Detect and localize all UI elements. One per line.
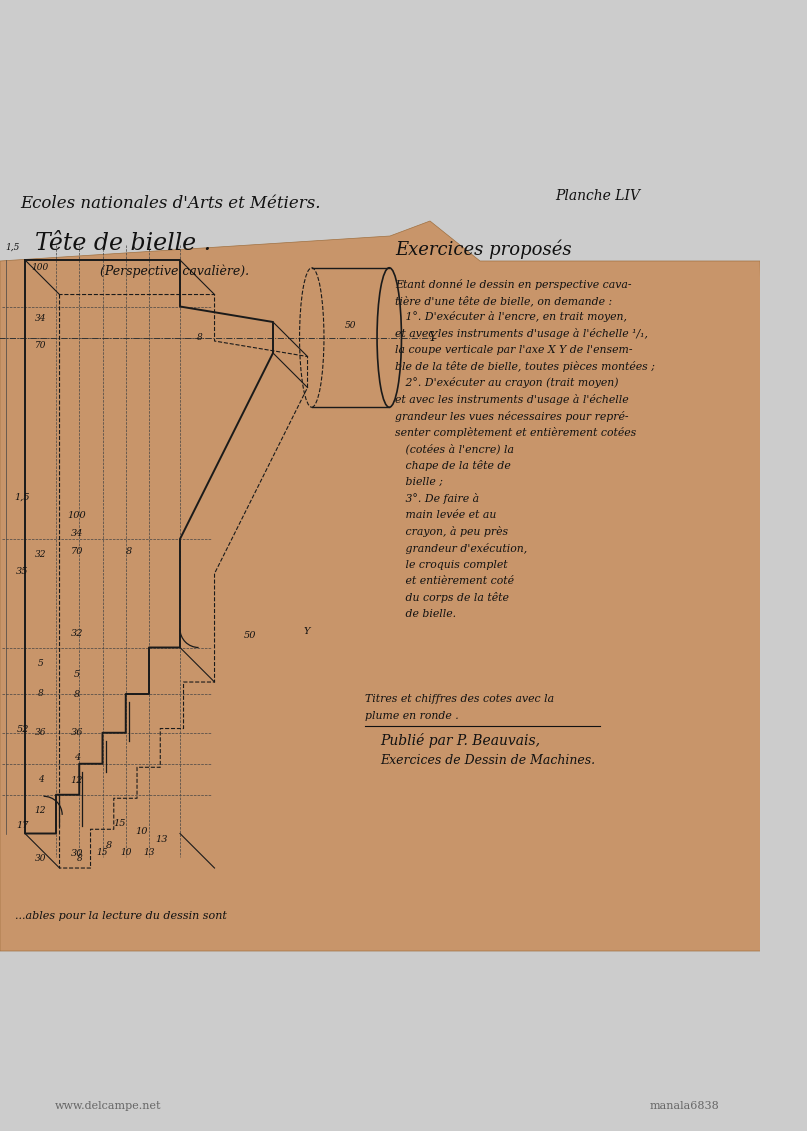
Text: Exercices de Dessin de Machines.: Exercices de Dessin de Machines. (380, 754, 595, 768)
Text: www.delcampe.net: www.delcampe.net (55, 1100, 161, 1111)
Text: 34: 34 (70, 529, 83, 538)
Text: (cotées à l'encre) la: (cotées à l'encre) la (395, 443, 514, 455)
Text: Publié par P. Beauvais,: Publié par P. Beauvais, (380, 734, 540, 749)
Text: 15: 15 (113, 819, 126, 828)
Text: 17: 17 (16, 821, 29, 830)
Text: 5: 5 (73, 670, 80, 679)
Text: 52: 52 (16, 725, 29, 734)
Text: 8: 8 (38, 690, 44, 699)
Text: la coupe verticale par l'axe X Y de l'ensem-: la coupe verticale par l'axe X Y de l'en… (395, 345, 633, 355)
Text: Titres et chiffres des cotes avec la: Titres et chiffres des cotes avec la (365, 694, 554, 703)
Text: senter complètement et entièrement cotées: senter complètement et entièrement cotée… (395, 428, 636, 438)
Text: 10: 10 (135, 827, 148, 836)
Text: Exercices proposés: Exercices proposés (395, 240, 571, 259)
Text: 34: 34 (35, 314, 46, 323)
Text: 30: 30 (35, 854, 46, 863)
Text: 8: 8 (126, 547, 132, 556)
Text: 8: 8 (73, 690, 80, 699)
Text: (Perspective cavalière).: (Perspective cavalière). (100, 265, 249, 278)
Text: ble de la tête de bielle, toutes pièces montées ;: ble de la tête de bielle, toutes pièces … (395, 361, 654, 372)
Text: 36: 36 (70, 728, 83, 737)
Polygon shape (760, 0, 807, 1131)
Text: Tête de bielle .: Tête de bielle . (35, 232, 211, 254)
Text: et avec les instruments d'usage à l'échelle: et avec les instruments d'usage à l'éche… (395, 394, 629, 405)
Text: et entièrement coté: et entièrement coté (395, 576, 514, 586)
Text: Etant donné le dessin en perspective cava-: Etant donné le dessin en perspective cav… (395, 278, 632, 290)
Text: plume en ronde .: plume en ronde . (365, 711, 458, 720)
Text: 4: 4 (38, 775, 44, 784)
Text: grandeur d'exécution,: grandeur d'exécution, (395, 543, 527, 553)
Text: 12: 12 (35, 805, 46, 814)
Text: 36: 36 (35, 728, 46, 737)
Text: du corps de la tête: du corps de la tête (395, 592, 509, 603)
Text: 1°. D'exécuter à l'encre, en trait moyen,: 1°. D'exécuter à l'encre, en trait moyen… (395, 311, 627, 322)
Text: 8: 8 (77, 854, 82, 863)
Text: 70: 70 (35, 340, 46, 349)
Text: de bielle.: de bielle. (395, 608, 456, 619)
Text: le croquis complet: le croquis complet (395, 560, 508, 570)
Text: 15: 15 (97, 847, 108, 856)
Text: 13: 13 (155, 835, 168, 844)
Text: 10: 10 (120, 847, 132, 856)
Text: Y: Y (429, 331, 437, 344)
Text: 12: 12 (70, 776, 83, 785)
Polygon shape (0, 221, 775, 951)
Text: crayon, à peu près: crayon, à peu près (395, 526, 508, 537)
Text: 50: 50 (244, 631, 257, 640)
Text: 5: 5 (38, 658, 44, 667)
Text: chape de la tête de: chape de la tête de (395, 460, 511, 470)
Text: 50: 50 (345, 320, 356, 329)
Text: et avec les instruments d'usage à l'échelle ¹/₁,: et avec les instruments d'usage à l'éche… (395, 328, 648, 339)
Text: ...ables pour la lecture du dessin sont: ...ables pour la lecture du dessin sont (15, 910, 227, 921)
Text: 32: 32 (70, 629, 83, 638)
Text: Ecoles nationales d'Arts et Métiers.: Ecoles nationales d'Arts et Métiers. (20, 195, 320, 211)
Text: main levée et au: main levée et au (395, 510, 496, 520)
Text: tière d'une tête de bielle, on demande :: tière d'une tête de bielle, on demande : (395, 295, 613, 305)
Text: 1,5: 1,5 (15, 493, 31, 502)
Text: 4: 4 (73, 753, 80, 762)
Text: 30: 30 (70, 849, 83, 858)
Text: 2°. D'exécuter au crayon (trait moyen): 2°. D'exécuter au crayon (trait moyen) (395, 378, 618, 389)
Text: 3°. De faire à: 3°. De faire à (395, 493, 479, 504)
Text: 13: 13 (144, 847, 155, 856)
Text: 8: 8 (197, 333, 203, 342)
Polygon shape (0, 0, 807, 261)
Text: 8: 8 (106, 841, 112, 851)
Text: 32: 32 (35, 550, 46, 559)
Text: grandeur les vues nécessaires pour repré-: grandeur les vues nécessaires pour repré… (395, 411, 629, 422)
Text: 1,5: 1,5 (6, 243, 20, 252)
Text: Planche LIV: Planche LIV (555, 189, 640, 202)
Polygon shape (0, 941, 807, 1131)
Text: 35: 35 (16, 567, 29, 576)
Text: 100: 100 (31, 264, 49, 273)
Text: 100: 100 (67, 511, 86, 520)
Text: manala6838: manala6838 (650, 1100, 720, 1111)
Text: Y: Y (303, 627, 310, 636)
Text: bielle ;: bielle ; (395, 477, 443, 487)
Text: 70: 70 (70, 547, 83, 556)
